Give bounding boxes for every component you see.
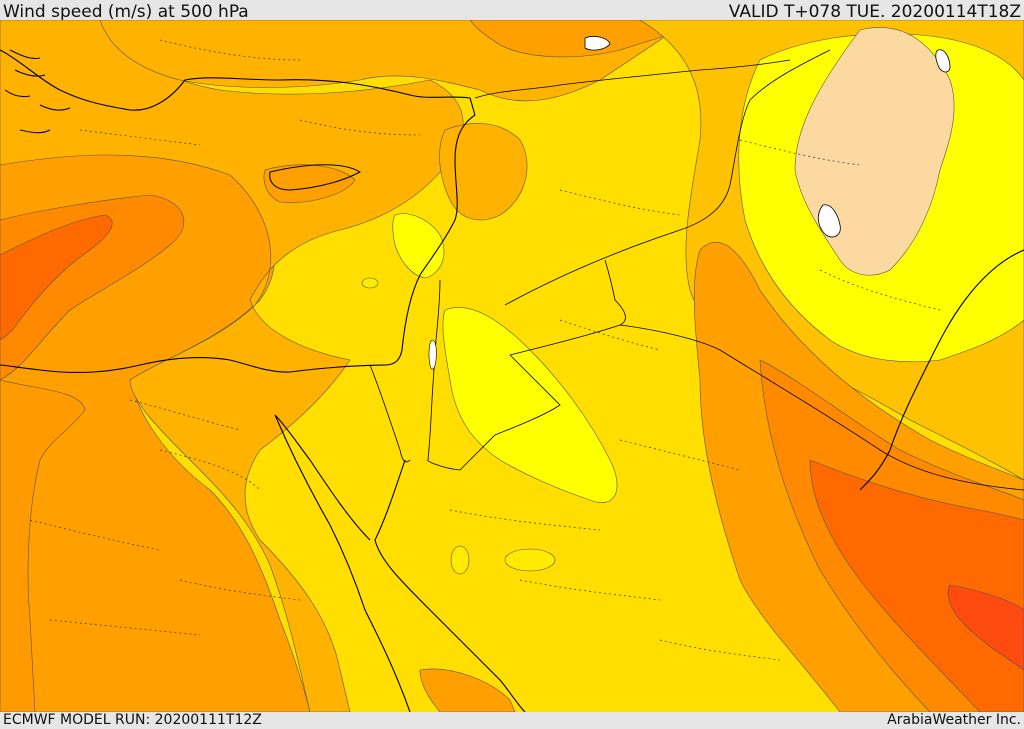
contour-band-yellow-levant (392, 213, 445, 279)
coastline-turkey (0, 49, 476, 116)
province-lines (29, 39, 941, 661)
lake-lake-vanlike (584, 36, 611, 51)
credit-label: ArabiaWeather Inc. (887, 712, 1021, 728)
contour-band-orange-southwest (0, 379, 86, 712)
coastline-africa-red-sea (274, 414, 411, 712)
coastline-gulf (859, 249, 1024, 491)
bottom-bar (0, 712, 1024, 729)
contour-band-red-east (947, 584, 1024, 671)
dead-sea (428, 339, 437, 370)
contour-patch-amber-africa (419, 668, 516, 712)
lake-north (935, 49, 951, 73)
contour-patch-yellow-3 (361, 277, 379, 289)
border-saudi-jordan-south (427, 354, 561, 471)
map-title: Wind speed (m/s) at 500 hPa (3, 2, 249, 22)
border-egypt-israel (369, 364, 411, 463)
coastline-levant (0, 114, 476, 374)
aegean-islands (4, 49, 71, 134)
valid-time: VALID T+078 TUE. 20200114T18Z (728, 2, 1021, 22)
coastline-red-sea (274, 414, 526, 712)
border-jordan-saudi (509, 259, 626, 356)
contour-band-amber-levant (439, 123, 528, 221)
model-run-label: ECMWF MODEL RUN: 20200111T12Z (3, 712, 262, 728)
border-syria-turkey (474, 59, 791, 99)
contour-band-red-orange-east (809, 459, 1024, 712)
border-jordan-west (427, 279, 441, 461)
top-bar (0, 0, 1024, 20)
wind-speed-map (0, 20, 1024, 712)
contour-patch-yellow-2 (450, 545, 470, 575)
contour-band-amber-west (0, 20, 464, 712)
contour-patch-yellow-1 (504, 548, 556, 572)
border-saudi-kuwait (619, 324, 1024, 491)
contour-band-red-orange-west (0, 214, 113, 341)
lake-tharthar (817, 204, 841, 238)
coastline-cyprus (269, 164, 362, 191)
border-iraq-saudi (504, 49, 831, 306)
